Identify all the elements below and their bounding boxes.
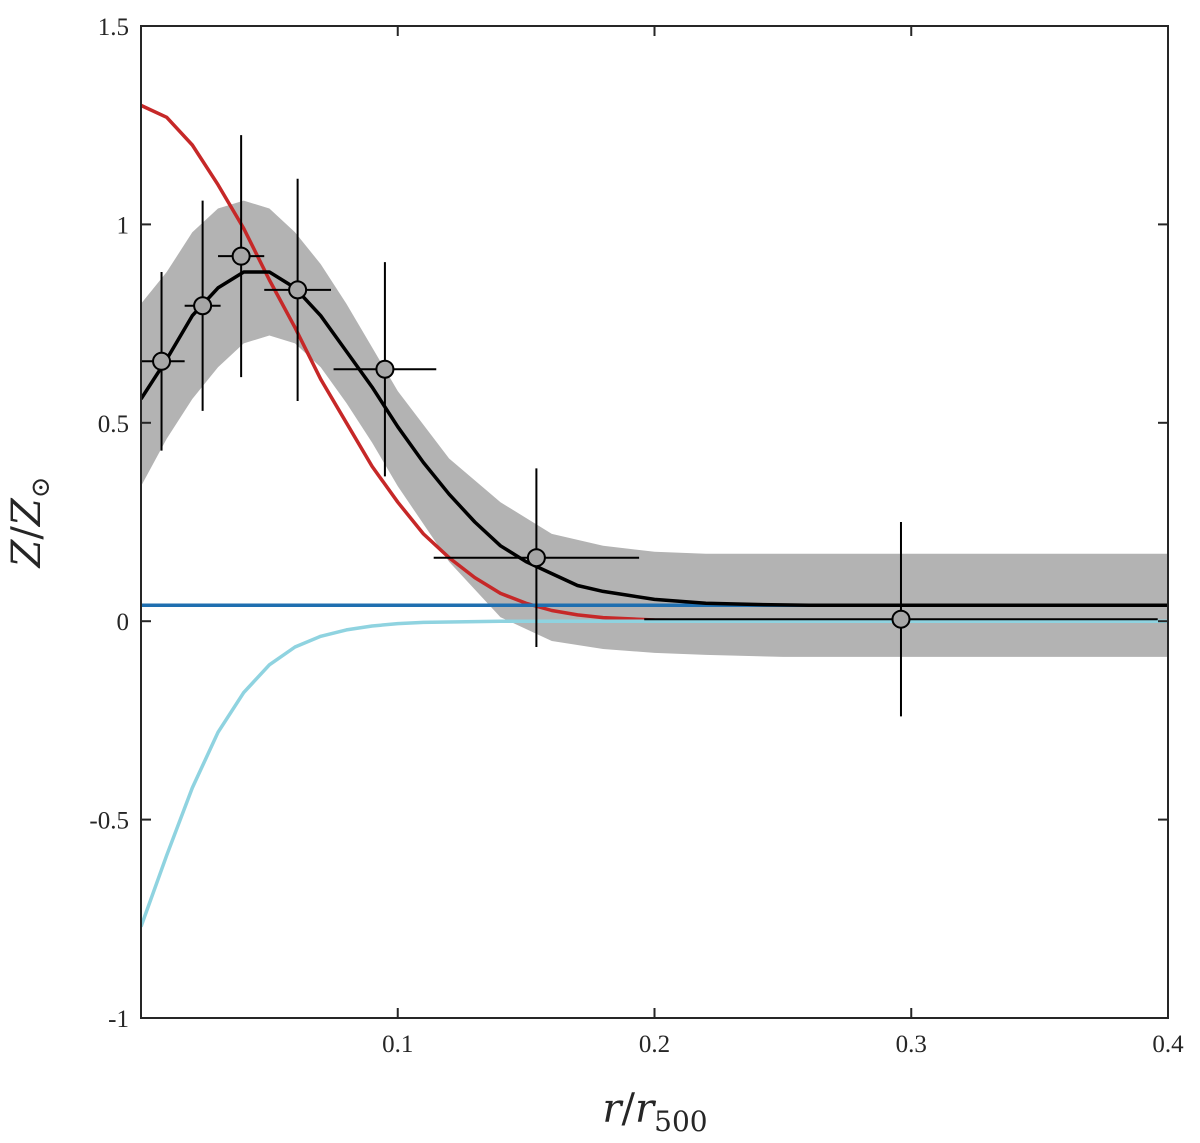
y-axis-label-sub: ⊙ [26,477,56,499]
x-tick-label: 0.1 [382,1031,413,1058]
x-tick-label: 0.4 [1152,1031,1184,1058]
x-tick-label: 0.2 [639,1031,670,1058]
axis-ticks: 0.1 0.2 0.3 0.4 -1 -0.5 0 0.5 1 1.5 [89,14,1184,1058]
y-tick-label: 0 [117,609,130,636]
data-point [891,609,911,629]
x-axis-label-sep: / [622,1086,636,1132]
y-axis-label-main: Z [4,538,50,569]
y-axis-label-sub-base: Z [4,497,50,528]
y-tick-label: 0.5 [98,411,129,438]
x-axis-label: r/r500 [602,1086,707,1138]
x-axis-label-sub-base: r [635,1086,657,1132]
x-axis-label-sub: 500 [654,1105,707,1138]
plot-area [141,103,1168,928]
axes-frame [140,25,1169,1019]
data-point [231,246,251,266]
data-point [288,280,308,300]
series-line-2 [141,619,1168,928]
confidence-band [141,200,1168,657]
y-axis-label-sep: / [4,526,50,540]
x-tick-label: 0.3 [896,1031,927,1058]
y-tick-label: 1 [117,212,130,239]
series-line-1 [141,103,1168,623]
y-tick-label: 1.5 [98,14,129,41]
y-tick-label: -1 [108,1006,129,1033]
data-point [152,351,172,371]
y-axis-label: Z/Z⊙ [4,477,56,570]
plot-layers [141,103,1168,928]
data-point [375,359,395,379]
series-line-4 [141,270,1168,608]
data-point [193,296,213,316]
y-tick-label: -0.5 [89,808,129,835]
x-axis-label-main: r [602,1086,624,1132]
data-point [526,548,546,568]
